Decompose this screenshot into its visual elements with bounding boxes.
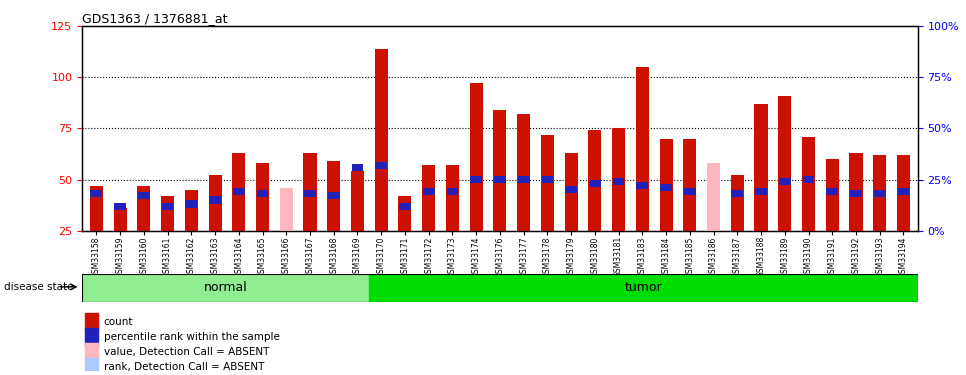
Bar xyxy=(138,192,150,200)
Text: GDS1363 / 1376881_at: GDS1363 / 1376881_at xyxy=(82,12,228,25)
Bar xyxy=(826,188,838,195)
Bar xyxy=(660,184,672,191)
Bar xyxy=(849,153,863,231)
Text: disease state: disease state xyxy=(4,282,73,292)
Bar xyxy=(85,328,98,346)
Bar xyxy=(91,190,102,197)
Bar xyxy=(803,176,814,183)
Bar xyxy=(376,162,387,169)
Bar xyxy=(637,182,648,189)
Text: normal: normal xyxy=(204,281,247,294)
Bar xyxy=(351,171,364,231)
Text: count: count xyxy=(103,317,133,327)
Bar xyxy=(612,128,625,231)
Bar xyxy=(517,114,530,231)
Bar xyxy=(90,186,103,231)
Bar xyxy=(327,161,340,231)
Bar xyxy=(257,190,269,197)
Bar xyxy=(589,180,601,187)
Bar xyxy=(209,176,221,231)
Bar xyxy=(85,343,98,361)
Bar xyxy=(185,190,198,231)
Bar xyxy=(369,274,918,302)
Text: percentile rank within the sample: percentile rank within the sample xyxy=(103,332,279,342)
Bar xyxy=(826,159,838,231)
Bar xyxy=(731,190,743,197)
Bar xyxy=(232,153,245,231)
Bar xyxy=(897,188,909,195)
Bar xyxy=(707,163,720,231)
Bar xyxy=(161,196,174,231)
Bar xyxy=(612,178,624,185)
Bar xyxy=(303,153,317,231)
Bar xyxy=(399,202,411,210)
Bar xyxy=(755,188,767,195)
Bar xyxy=(423,188,435,195)
Bar xyxy=(684,188,696,195)
Bar xyxy=(85,358,98,375)
Bar xyxy=(636,67,649,231)
Bar xyxy=(565,186,577,194)
Bar xyxy=(375,49,387,231)
Bar xyxy=(518,176,529,183)
Bar xyxy=(683,139,696,231)
Text: tumor: tumor xyxy=(624,281,662,294)
Bar xyxy=(564,153,578,231)
Bar xyxy=(161,202,174,210)
Bar xyxy=(588,130,602,231)
Bar xyxy=(541,135,554,231)
Bar xyxy=(446,188,458,195)
Bar xyxy=(779,96,791,231)
Bar xyxy=(779,178,790,185)
Bar xyxy=(446,165,459,231)
Bar xyxy=(256,163,270,231)
Bar xyxy=(470,176,482,183)
Bar xyxy=(398,196,412,231)
Bar xyxy=(422,165,436,231)
Bar xyxy=(210,196,221,204)
Bar xyxy=(542,176,554,183)
Bar xyxy=(730,176,744,231)
Bar xyxy=(327,192,340,200)
Bar xyxy=(185,201,197,208)
Bar xyxy=(802,136,815,231)
Bar xyxy=(660,139,672,231)
Bar xyxy=(850,190,862,197)
Bar xyxy=(754,104,768,231)
Bar xyxy=(114,202,126,210)
Bar xyxy=(873,155,886,231)
Bar xyxy=(352,164,363,171)
Bar xyxy=(137,186,151,231)
Text: value, Detection Call = ABSENT: value, Detection Call = ABSENT xyxy=(103,347,269,357)
Bar xyxy=(494,176,506,183)
Text: rank, Detection Call = ABSENT: rank, Detection Call = ABSENT xyxy=(103,362,264,372)
Bar xyxy=(280,188,293,231)
Bar xyxy=(82,274,369,302)
Bar xyxy=(114,208,127,231)
Bar xyxy=(233,188,244,195)
Bar xyxy=(494,110,506,231)
Bar xyxy=(469,84,483,231)
Bar xyxy=(85,313,98,331)
Bar xyxy=(304,190,316,197)
Bar xyxy=(874,190,886,197)
Bar xyxy=(896,155,910,231)
